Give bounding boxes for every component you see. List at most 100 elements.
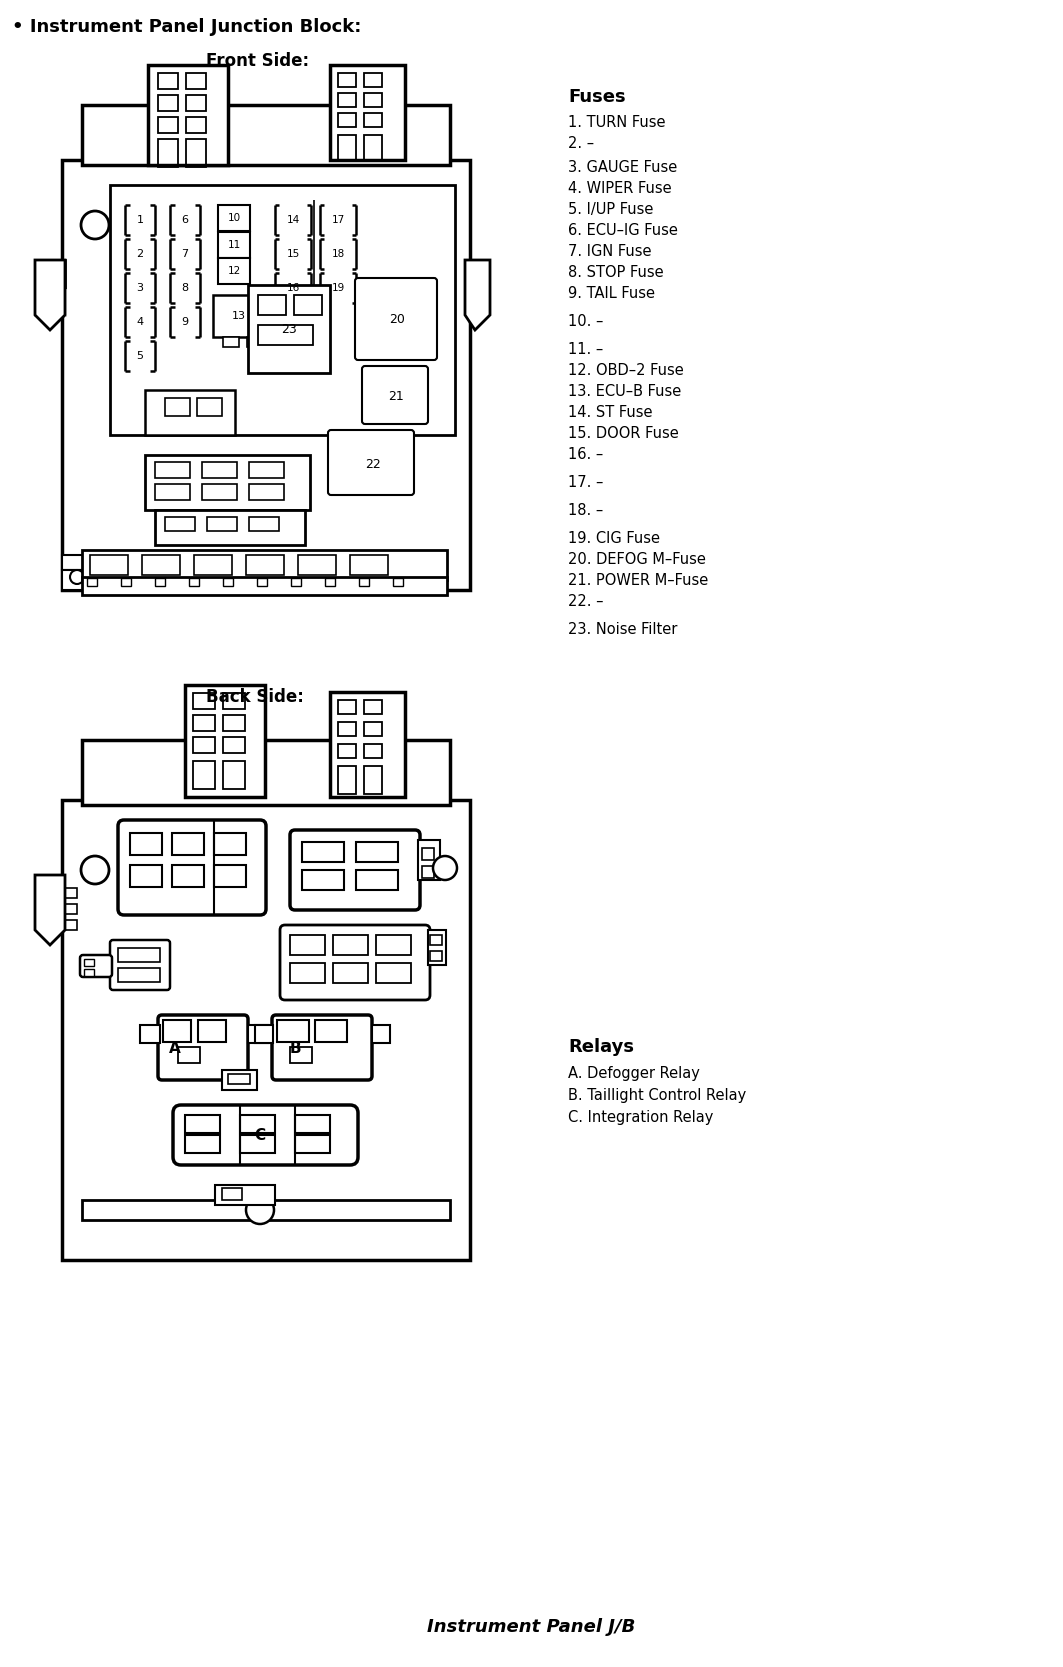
Bar: [186, 73, 206, 88]
Bar: [165, 517, 195, 532]
Bar: [186, 95, 206, 112]
Bar: [62, 160, 470, 590]
Bar: [84, 959, 94, 965]
Text: 13. ECU–B Fuse: 13. ECU–B Fuse: [568, 383, 681, 398]
Text: 3: 3: [136, 283, 144, 293]
Bar: [338, 73, 356, 87]
Bar: [290, 964, 325, 984]
Text: C. Integration Relay: C. Integration Relay: [568, 1110, 713, 1125]
Text: 9. TAIL Fuse: 9. TAIL Fuse: [568, 287, 655, 302]
Bar: [140, 1025, 161, 1044]
Bar: [223, 693, 244, 708]
Text: 6: 6: [182, 215, 188, 225]
FancyBboxPatch shape: [173, 1105, 358, 1165]
Text: 10: 10: [227, 213, 240, 223]
Bar: [118, 949, 161, 962]
Bar: [145, 390, 235, 435]
Text: 13: 13: [232, 312, 246, 322]
FancyBboxPatch shape: [370, 372, 422, 420]
Bar: [248, 1025, 268, 1044]
Text: Back Side:: Back Side:: [206, 688, 304, 707]
Text: 19: 19: [332, 283, 344, 293]
Bar: [145, 455, 310, 510]
Bar: [418, 840, 440, 880]
Text: 7. IGN Fuse: 7. IGN Fuse: [568, 243, 652, 258]
Bar: [172, 834, 204, 855]
Bar: [249, 462, 284, 478]
FancyBboxPatch shape: [290, 830, 420, 910]
Bar: [218, 258, 250, 283]
Bar: [376, 964, 411, 984]
Bar: [364, 700, 382, 713]
Text: 18: 18: [332, 248, 344, 258]
Text: 1: 1: [136, 215, 144, 225]
Bar: [356, 870, 398, 890]
Text: 19. CIG Fuse: 19. CIG Fuse: [568, 532, 660, 547]
Polygon shape: [35, 260, 65, 330]
Text: 23: 23: [281, 322, 297, 335]
Text: Relays: Relays: [568, 1039, 634, 1055]
Bar: [258, 295, 286, 315]
Text: 4. WIPER Fuse: 4. WIPER Fuse: [568, 182, 672, 197]
Bar: [338, 700, 356, 713]
FancyBboxPatch shape: [109, 940, 170, 990]
Bar: [202, 483, 237, 500]
Bar: [215, 1185, 275, 1205]
Bar: [214, 834, 246, 855]
Bar: [148, 65, 227, 165]
Bar: [333, 935, 368, 955]
Text: B: B: [289, 1040, 301, 1055]
Text: 18. –: 18. –: [568, 503, 603, 518]
Bar: [294, 295, 322, 315]
Text: 12: 12: [227, 267, 240, 277]
Text: 22. –: 22. –: [568, 593, 604, 608]
Text: • Instrument Panel Junction Block:: • Instrument Panel Junction Block:: [12, 18, 361, 37]
Bar: [197, 398, 222, 417]
Bar: [158, 73, 178, 88]
Bar: [431, 950, 442, 960]
Text: B. Taillight Control Relay: B. Taillight Control Relay: [568, 1089, 746, 1104]
Bar: [291, 578, 301, 587]
Circle shape: [81, 212, 109, 238]
Bar: [35, 260, 65, 315]
Circle shape: [433, 855, 457, 880]
Bar: [202, 462, 237, 478]
Bar: [376, 935, 411, 955]
Bar: [165, 398, 190, 417]
Bar: [198, 1020, 226, 1042]
Bar: [302, 842, 344, 862]
FancyBboxPatch shape: [362, 285, 431, 353]
Text: 21: 21: [388, 390, 404, 402]
Bar: [130, 865, 162, 887]
Bar: [189, 578, 199, 587]
Bar: [356, 842, 398, 862]
Bar: [222, 1070, 257, 1090]
Bar: [364, 743, 382, 758]
Bar: [163, 1020, 191, 1042]
Polygon shape: [465, 260, 490, 330]
Bar: [222, 1189, 242, 1200]
Bar: [302, 870, 344, 890]
Text: 6. ECU–IG Fuse: 6. ECU–IG Fuse: [568, 223, 678, 238]
Bar: [249, 483, 284, 500]
Text: 1. TURN Fuse: 1. TURN Fuse: [568, 115, 665, 130]
Bar: [214, 865, 246, 887]
Bar: [428, 930, 446, 965]
Bar: [62, 800, 470, 1260]
Bar: [158, 138, 178, 167]
Bar: [422, 865, 434, 879]
Text: 4: 4: [136, 317, 144, 327]
Text: 23. Noise Filter: 23. Noise Filter: [568, 622, 677, 637]
Bar: [240, 1135, 275, 1154]
Bar: [109, 185, 455, 435]
Bar: [207, 517, 237, 532]
Bar: [330, 692, 405, 797]
Text: 21. POWER M–Fuse: 21. POWER M–Fuse: [568, 573, 708, 588]
Bar: [155, 578, 165, 587]
Bar: [90, 555, 128, 575]
Bar: [227, 1074, 250, 1084]
Text: 17: 17: [332, 215, 344, 225]
Bar: [255, 1025, 273, 1044]
Text: 16: 16: [286, 283, 300, 293]
Bar: [364, 767, 382, 793]
